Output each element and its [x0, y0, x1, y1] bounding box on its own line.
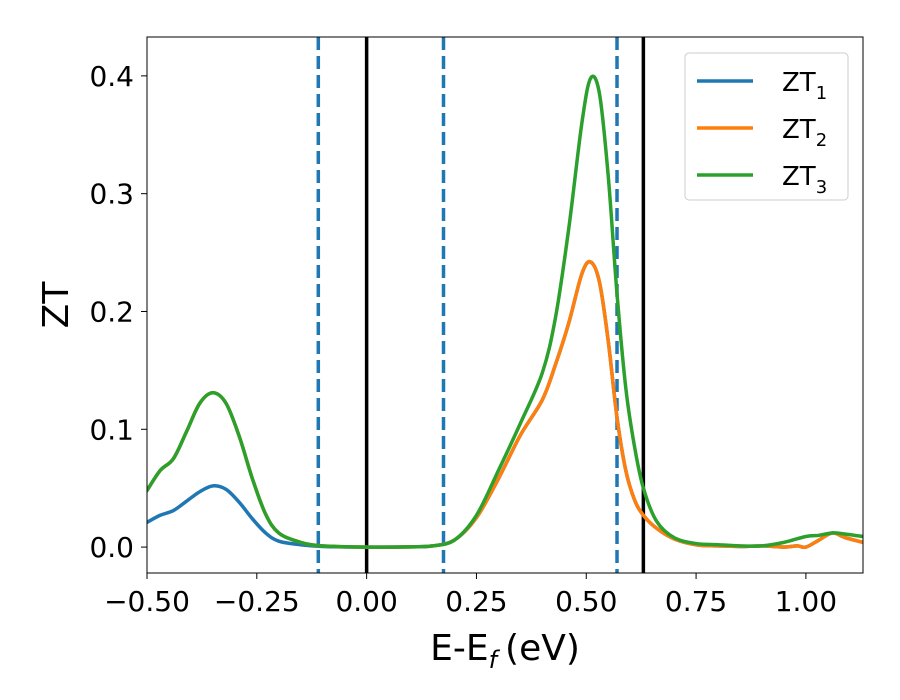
plot-frame — [146, 36, 864, 574]
x-tick-label: 1.00 — [775, 585, 837, 618]
y-tick-label: 0.0 — [89, 531, 134, 564]
y-tick-label: 0.1 — [89, 413, 134, 446]
y-axis-label: ZT — [36, 281, 77, 329]
y-tick-label: 0.4 — [89, 60, 134, 93]
legend-box — [684, 52, 849, 201]
series-lines — [147, 74, 863, 550]
x-axis-label: E-Ef (eV) — [430, 628, 580, 674]
y-tick-label: 0.2 — [89, 295, 134, 328]
legend: ZT1 ZT2 ZT3 — [684, 52, 849, 201]
x-tick-label: −0.25 — [214, 585, 300, 618]
x-tick-label: 0.75 — [665, 585, 727, 618]
x-tick-label: −0.50 — [104, 585, 190, 618]
legend-label-zt1: ZT1 — [782, 68, 827, 104]
legend-label-zt2: ZT2 — [782, 115, 827, 151]
x-tick-label: 0.25 — [445, 585, 507, 618]
y-tick-label: 0.3 — [89, 178, 134, 211]
x-tick-label: 0.00 — [335, 585, 397, 618]
x-axis-ticks: −0.50 −0.25 0.00 0.25 0.50 0.75 1.00 — [104, 573, 837, 618]
y-axis-ticks: 0.0 0.1 0.2 0.3 0.4 — [89, 60, 147, 564]
series-line-zt3 — [147, 74, 863, 549]
x-tick-label: 0.50 — [555, 585, 617, 618]
legend-label-zt3: ZT3 — [782, 162, 827, 198]
